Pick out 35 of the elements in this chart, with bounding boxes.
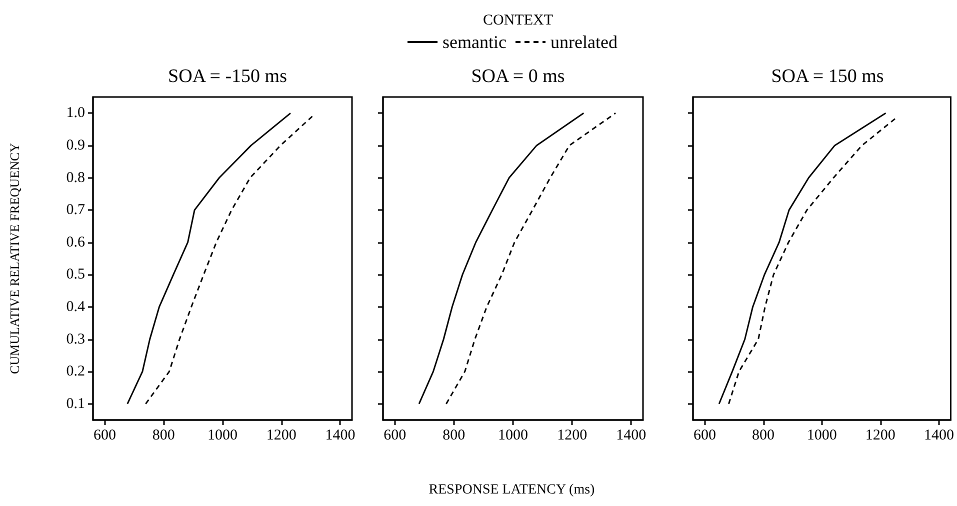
line-series — [144, 116, 314, 405]
y-tick-label: 0.7 — [66, 202, 86, 218]
x-tick-label: 800 — [752, 428, 775, 444]
x-tick-label: 1400 — [616, 428, 646, 444]
x-tick-label: 1000 — [498, 428, 528, 444]
line-series — [126, 112, 292, 405]
legend-label: semantic — [442, 32, 507, 52]
y-tick-label: 0.5 — [66, 266, 85, 283]
y-tick-label: 0.4 — [66, 298, 86, 315]
chart-title: SOA = -150 ms — [168, 66, 287, 87]
chart-title: SOA = 150 ms — [771, 66, 884, 87]
y-tick-label: 0.8 — [66, 170, 85, 186]
x-tick-label: 1200 — [557, 428, 588, 444]
legend-label: unrelated — [550, 32, 618, 52]
x-tick-label: 1400 — [924, 428, 954, 444]
x-tick-label: 800 — [442, 428, 466, 444]
x-tick-label: 1200 — [266, 428, 296, 444]
x-tick-label: 600 — [693, 428, 716, 444]
y-tick-label: 1.0 — [66, 105, 85, 122]
x-tick-label: 800 — [152, 428, 175, 444]
y-tick-label: 0.9 — [66, 137, 85, 154]
y-tick-label: 0.2 — [66, 364, 85, 380]
x-tick-label: 1400 — [325, 428, 356, 444]
y-tick-label: 0.3 — [66, 331, 85, 348]
x-tick-label: 1200 — [865, 428, 896, 444]
legend-title: CONTEXT — [483, 12, 553, 28]
y-tick-label: 0.1 — [66, 396, 85, 412]
x-tick-label: 1000 — [208, 428, 238, 444]
x-axis-title: RESPONSE LATENCY (ms) — [428, 482, 596, 498]
x-tick-label: 1000 — [806, 428, 837, 444]
x-tick-label: 600 — [384, 428, 406, 444]
chart-title: SOA = 0 ms — [471, 66, 565, 87]
x-tick-label: 600 — [94, 428, 116, 444]
y-tick-label: 0.6 — [66, 234, 86, 250]
y-axis-title: CUMULATIVE RELATIVE FREQUENCY — [7, 142, 22, 374]
